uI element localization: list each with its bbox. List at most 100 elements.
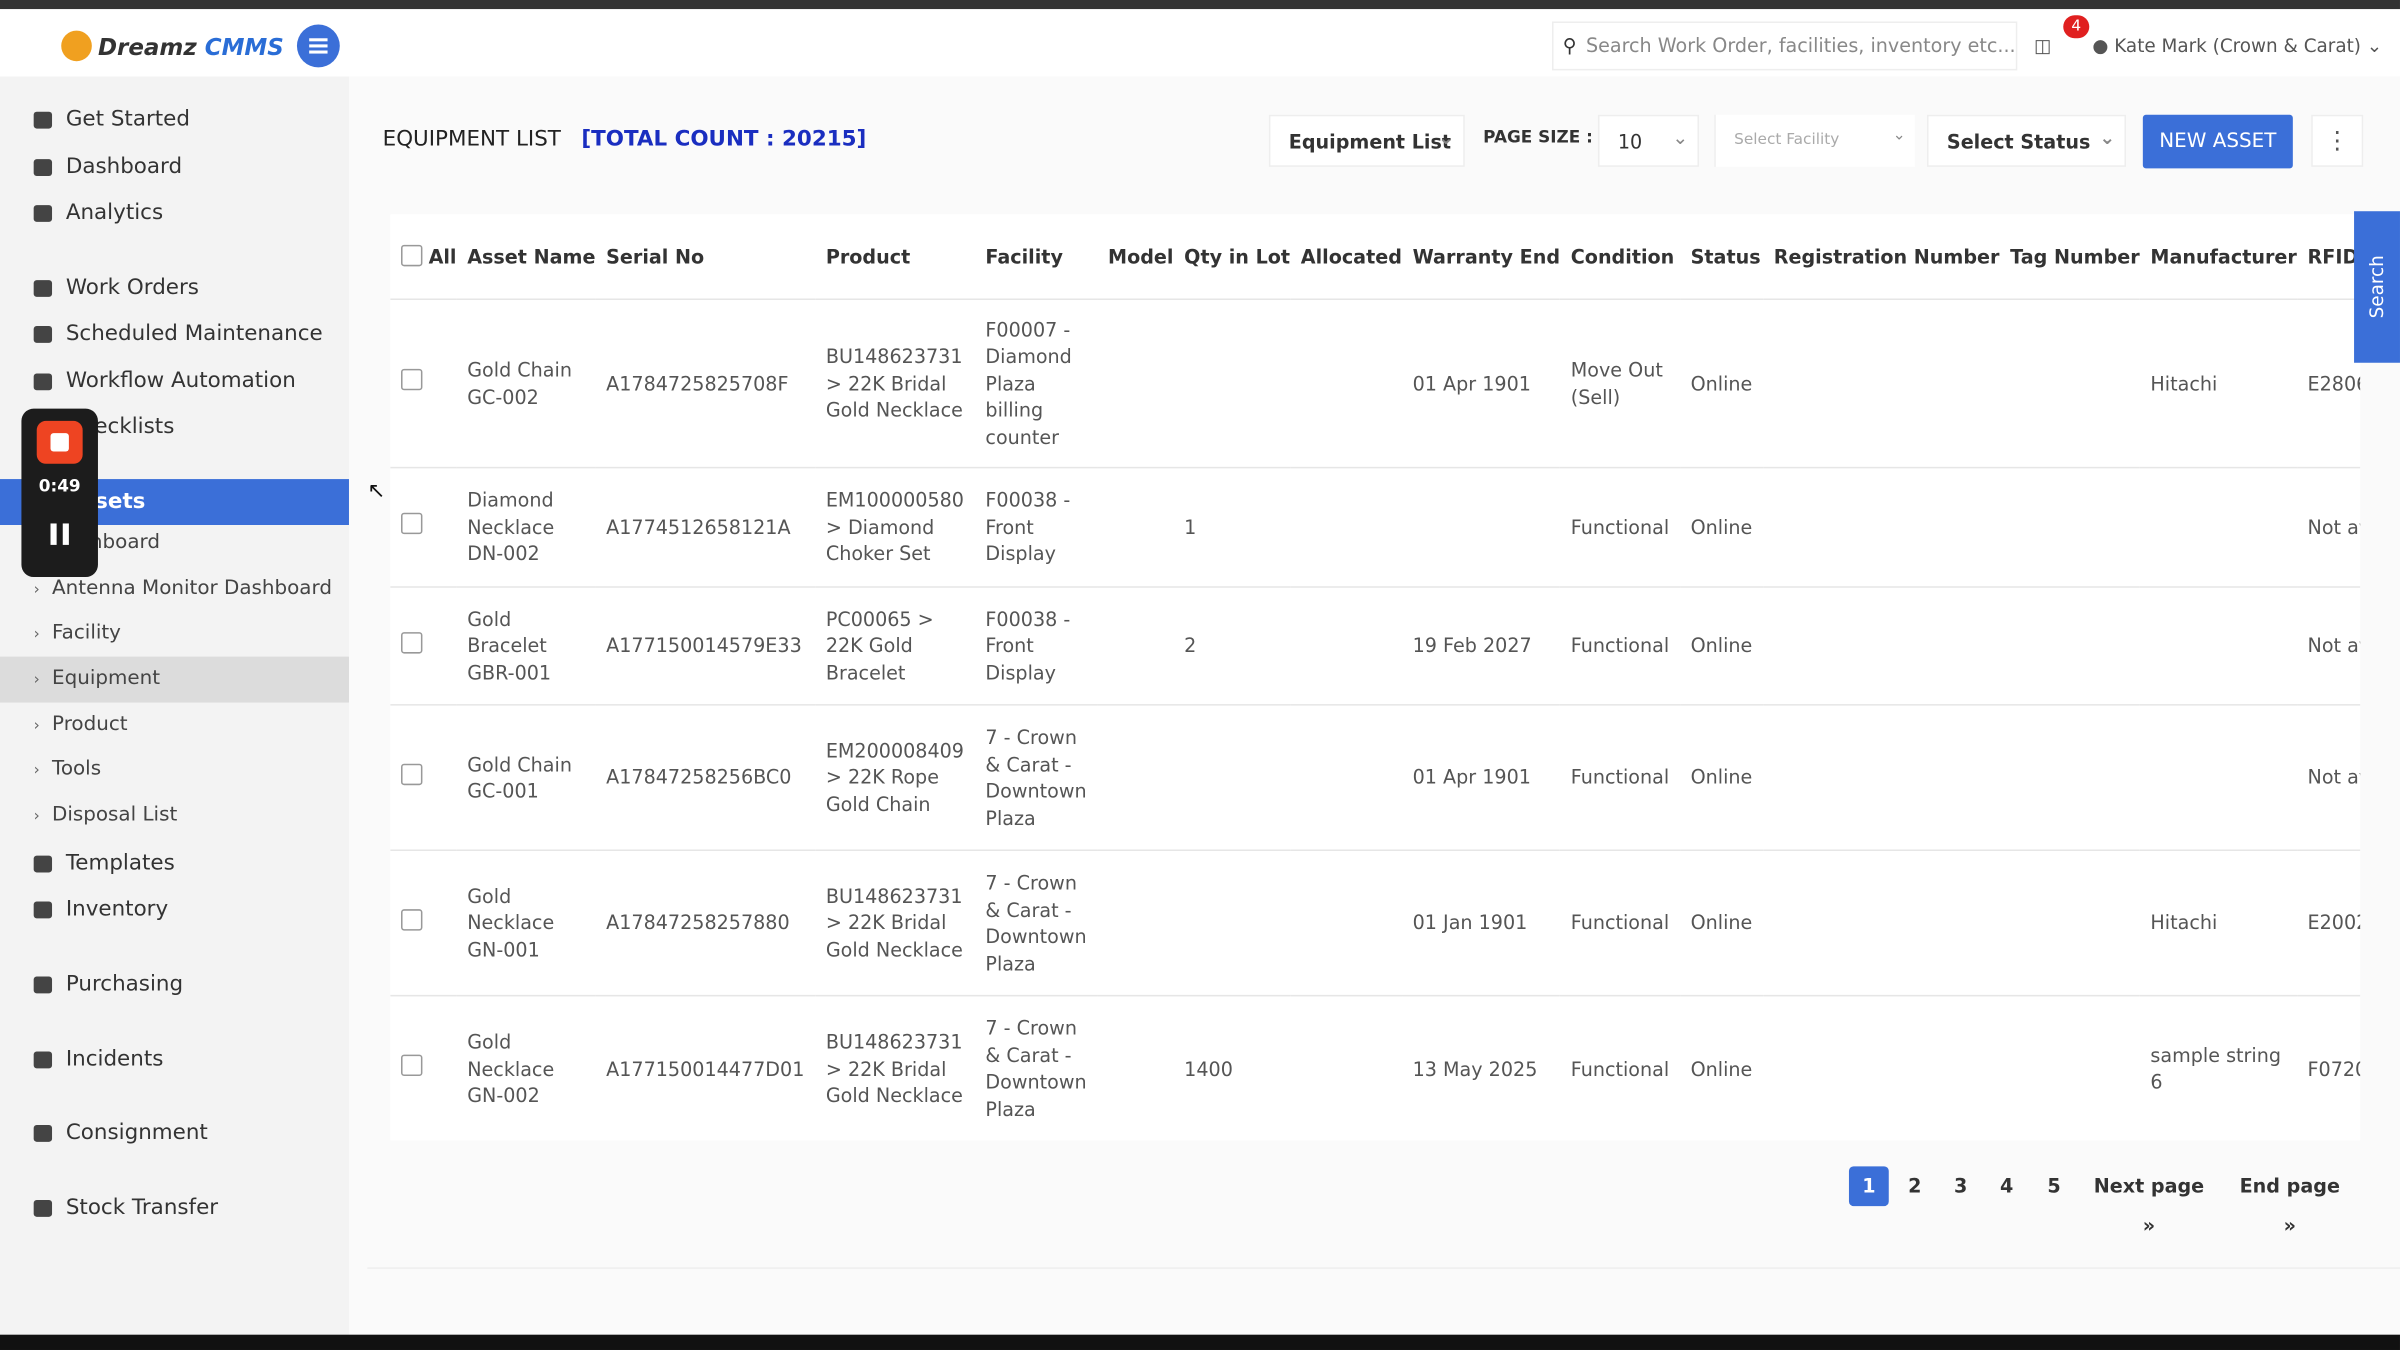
facility-select[interactable]: Select Facility xyxy=(1714,110,1915,167)
menu-toggle[interactable] xyxy=(296,24,340,68)
status-select[interactable]: Select Status xyxy=(1927,112,2127,167)
page-size-select[interactable]: 10 xyxy=(1597,112,1699,167)
table-cell: 2 xyxy=(1173,586,1291,705)
page-button[interactable]: 2 xyxy=(1908,1173,1922,1197)
sidebar-item[interactable]: Inventory xyxy=(0,886,349,932)
cell-text: Functional xyxy=(1570,1056,1670,1080)
cell-text: A1774512658121A xyxy=(606,515,791,539)
more-button[interactable]: ⋮ xyxy=(2311,114,2364,167)
column-header: Registration Number xyxy=(1763,214,2000,299)
row-checkbox[interactable] xyxy=(401,1054,423,1077)
view-select[interactable]: Equipment List xyxy=(1268,112,1465,167)
row-checkbox[interactable] xyxy=(401,369,423,391)
sidebar-icon xyxy=(33,1199,53,1217)
row-checkbox[interactable] xyxy=(401,631,423,654)
equipment-table: All Asset Name Serial No Product Facility Mod… xyxy=(390,214,2361,1141)
table-cell xyxy=(1763,994,2000,1141)
sidebar-label: Consignment xyxy=(65,1120,208,1145)
column-header: Asset Name xyxy=(457,214,596,299)
sidebar-item[interactable]: Workflow Automation xyxy=(0,358,349,404)
search-tab[interactable]: Search xyxy=(2354,211,2400,363)
table-cell: 1400 xyxy=(1173,994,1291,1141)
next-page[interactable]: Next page » xyxy=(2093,1173,2205,1237)
sidebar-label: Work Orders xyxy=(65,275,199,300)
column-label: Qty in Lot xyxy=(1184,244,1291,268)
cell-text: Functional xyxy=(1570,515,1670,539)
select-all-checkbox[interactable] xyxy=(401,244,423,267)
search-box[interactable]: ⚲ Search Work Order, facilities, inventor… xyxy=(1552,21,2018,71)
sidebar-subitem[interactable]: › Product xyxy=(0,703,349,749)
table-cell: E2806A9600 xyxy=(2296,298,2361,468)
pause-button[interactable] xyxy=(50,523,57,545)
sidebar-subitem[interactable]: › Antenna Monitor Dashboard xyxy=(0,566,349,612)
table-cell xyxy=(1097,466,1174,587)
cell-text: Gold Chain GC-001 xyxy=(467,752,572,803)
row-checkbox[interactable] xyxy=(401,763,423,785)
table-cell: Diamond Necklace DN-002 xyxy=(456,466,596,587)
column-header: All xyxy=(390,214,457,299)
column-header: Status xyxy=(1680,214,1763,299)
table-cell xyxy=(1173,704,1291,851)
sidebar-icon xyxy=(33,1124,53,1142)
table-cell: A177150014477D01 xyxy=(595,994,816,1141)
user-menu[interactable]: ● Kate Mark (Crown & Carat) ⌄ xyxy=(2092,35,2383,57)
table-cell xyxy=(1999,849,2140,996)
cell-text: Hitachi xyxy=(2150,911,2218,935)
logo-suffix: CMMS xyxy=(204,33,284,62)
sidebar-item[interactable]: Stock Transfer xyxy=(0,1185,349,1231)
cell-text: F072013FF26 xyxy=(2307,1056,2361,1080)
sidebar-subitem[interactable]: › Equipment xyxy=(0,656,349,703)
cell-text: BU148623731 > 22K Bridal Gold Necklace xyxy=(825,1030,963,1107)
table-cell xyxy=(1097,586,1174,705)
table-cell: Gold Bracelet GBR-001 xyxy=(456,586,596,705)
column-label: Product xyxy=(825,244,911,268)
cell-text: A177150014477D01 xyxy=(606,1056,805,1080)
cell-text: A1784725825708F xyxy=(606,371,789,395)
sidebar-icon xyxy=(33,975,53,993)
sidebar-subitem[interactable]: › Disposal List xyxy=(0,793,349,839)
sidebar-label: Stock Transfer xyxy=(65,1195,219,1220)
footer-line xyxy=(367,1267,2400,1269)
sidebar-item[interactable]: Scheduled Maintenance xyxy=(0,311,349,357)
column-label: Manufacturer xyxy=(2150,244,2297,268)
end-page[interactable]: End page » xyxy=(2239,1173,2340,1237)
column-header: Product xyxy=(815,214,975,299)
stop-button[interactable] xyxy=(36,420,83,464)
row-checkbox[interactable] xyxy=(401,908,423,931)
page-button[interactable]: 4 xyxy=(1999,1173,2014,1197)
sidebar-sublabel: Equipment xyxy=(52,667,161,691)
new-asset-button[interactable]: NEW ASSET xyxy=(2142,114,2293,169)
sidebar-subitem[interactable]: › Tools xyxy=(0,747,349,793)
column-header: Manufacturer xyxy=(2140,214,2297,299)
column-label: Asset Name xyxy=(467,244,596,268)
sidebar-item[interactable]: Consignment xyxy=(0,1110,349,1156)
sidebar-item[interactable]: Work Orders xyxy=(0,265,349,311)
sidebar-item[interactable]: Incidents xyxy=(0,1036,349,1082)
sidebar-icon xyxy=(33,158,53,176)
checkbox-cell xyxy=(390,704,457,851)
cell-text: 1 xyxy=(1184,515,1197,539)
row-checkbox[interactable] xyxy=(401,513,423,535)
column-label: Warranty End xyxy=(1412,244,1561,268)
sidebar-item[interactable]: Dashboard xyxy=(0,144,349,190)
table-cell xyxy=(1290,704,1402,851)
table-cell: Functional xyxy=(1560,994,1680,1141)
sidebar-item[interactable]: Purchasing xyxy=(0,961,349,1007)
chevron: › xyxy=(33,671,40,689)
page-button[interactable]: 5 xyxy=(2047,1173,2061,1197)
sidebar-item[interactable]: Get Started xyxy=(0,96,349,142)
page-button[interactable]: 3 xyxy=(1954,1173,1968,1197)
sidebar-subitem[interactable]: › Facility xyxy=(0,611,349,657)
chat-icon[interactable]: ◫ xyxy=(2034,35,2052,57)
sidebar-item[interactable]: Analytics xyxy=(0,190,349,236)
cell-text: Online xyxy=(1690,371,1753,395)
page-button[interactable]: 1 xyxy=(1848,1166,1889,1207)
table-cell xyxy=(1173,849,1291,996)
cell-text: BU148623731 > 22K Bridal Gold Necklace xyxy=(825,344,963,422)
table-cell xyxy=(1999,298,2140,468)
table-cell: F00007 - Diamond Plaza billing counter xyxy=(974,298,1098,468)
sidebar-item[interactable]: Templates xyxy=(0,840,349,886)
table-cell xyxy=(1290,586,1402,705)
sidebar-icon xyxy=(33,279,53,297)
